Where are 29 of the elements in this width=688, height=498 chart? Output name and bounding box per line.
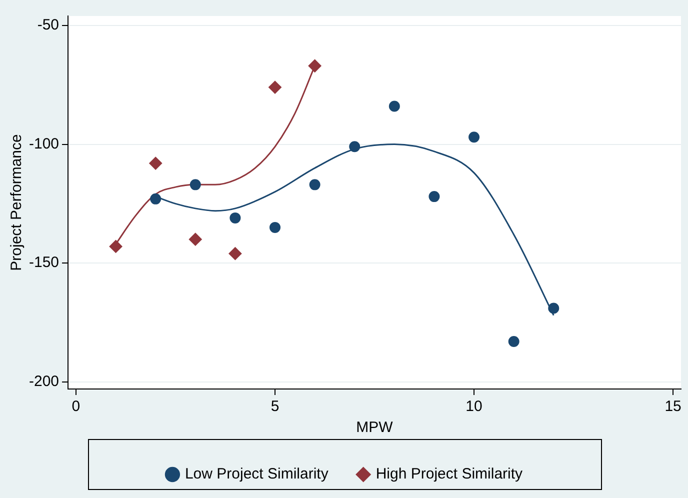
y-tick-label: -200 [28, 373, 60, 390]
point [150, 193, 162, 204]
point [428, 191, 440, 202]
point [190, 179, 201, 190]
legend-label: Low Project Similarity [184, 466, 329, 483]
y-tick-label: -150 [28, 254, 60, 272]
point [149, 156, 162, 170]
point [508, 336, 520, 347]
point [468, 132, 480, 143]
legend-label: High Project Similarity [376, 466, 524, 483]
x-tick-label: 10 [466, 398, 482, 416]
y-axis-title: Project Performance [8, 134, 26, 271]
y-tick-label: -100 [28, 135, 60, 152]
point [268, 80, 282, 94]
point [270, 222, 280, 233]
point [388, 100, 400, 112]
point [228, 247, 242, 260]
x-axis-title: MPW [356, 419, 394, 436]
y-tick-label: -50 [37, 16, 60, 34]
point [548, 302, 560, 314]
x-tick-label: 0 [72, 398, 80, 416]
x-tick-label: 15 [664, 398, 682, 416]
point [309, 179, 320, 190]
point [349, 141, 360, 152]
x-tick-label: 5 [270, 398, 280, 416]
point [308, 59, 322, 72]
point [230, 212, 241, 224]
point [188, 232, 202, 246]
point [109, 240, 122, 253]
